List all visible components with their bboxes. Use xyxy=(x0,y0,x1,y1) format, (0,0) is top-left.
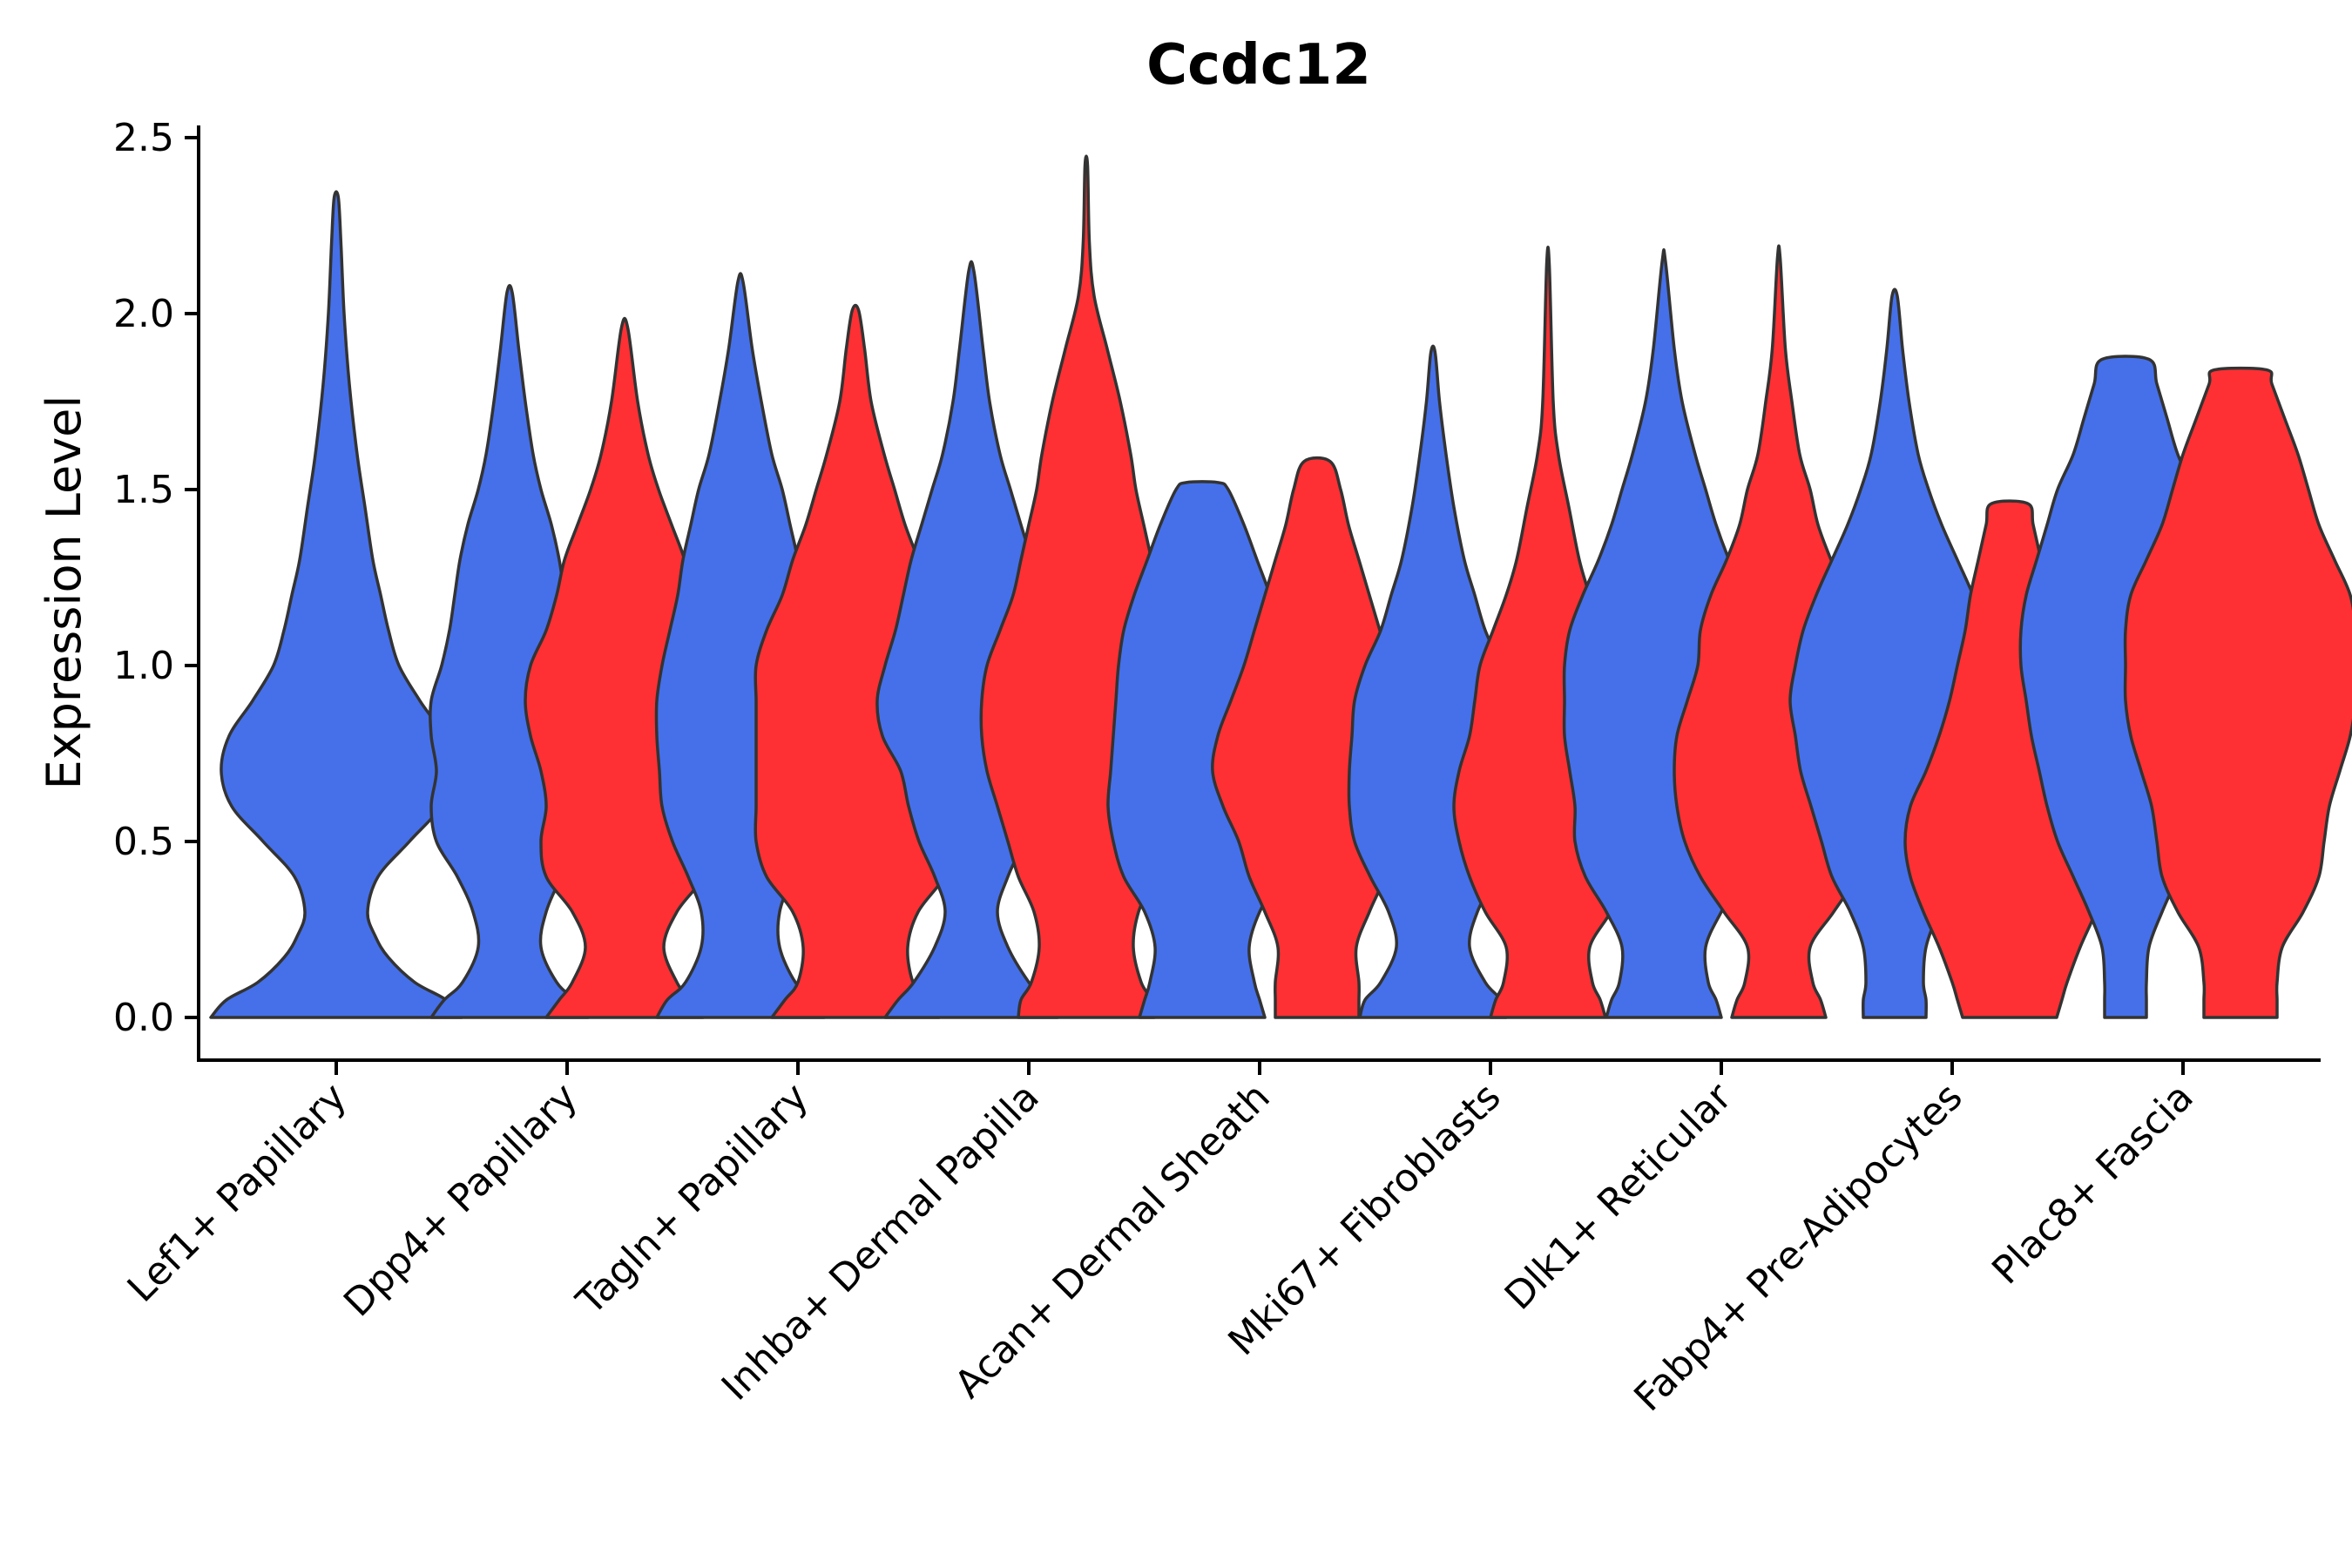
y-tick-label: 1.5 xyxy=(113,468,174,512)
y-tick-label: 2.0 xyxy=(113,292,174,336)
violin-marks xyxy=(209,154,2352,1019)
x-tick-label: Plac8+ Fascia xyxy=(1984,1075,2202,1294)
x-tick-label: Tagln+ Papillary xyxy=(568,1075,817,1324)
y-axis-label: Expression Level xyxy=(37,395,91,790)
violin-lef1-papillary-blue xyxy=(209,190,463,1019)
violin-plac8-fascia-red xyxy=(2123,366,2352,1019)
chart-title: Ccdc12 xyxy=(1146,33,1371,98)
y-tick-label: 0.0 xyxy=(113,996,174,1040)
y-tick-label: 1.0 xyxy=(113,644,174,688)
x-tick-label: Dpp4+ Papillary xyxy=(335,1075,586,1326)
y-tick-label: 2.5 xyxy=(113,116,174,160)
y-tick-label: 0.5 xyxy=(113,820,174,864)
x-tick-label: Lef1+ Papillary xyxy=(119,1075,355,1311)
y-ticks: 0.0 0.5 1.0 1.5 2.0 2.5 xyxy=(113,116,199,1040)
x-tick-label: Dlk1+ Reticular xyxy=(1497,1074,1741,1319)
